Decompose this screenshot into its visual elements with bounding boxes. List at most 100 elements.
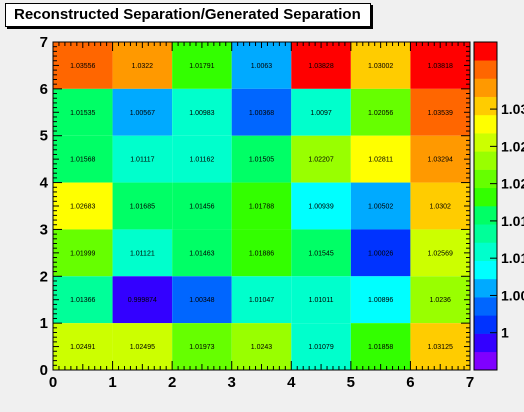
cell-value-label: 1.01505	[249, 157, 274, 164]
heatmap-cell	[112, 182, 173, 230]
cell-value-label: 1.01366	[70, 297, 95, 304]
heatmap-cell	[350, 42, 411, 89]
heatmap-cell	[231, 182, 292, 230]
heatmap-cell	[53, 42, 113, 89]
heatmap-cell	[291, 42, 351, 89]
colorbar-segment	[474, 206, 497, 225]
cell-value-label: 1.01456	[189, 204, 214, 211]
cell-value-label: 1.0302	[430, 204, 452, 211]
heatmap-cell	[172, 135, 232, 183]
heatmap-cell	[53, 276, 113, 324]
heatmap-cell	[231, 276, 292, 324]
cell-value-label: 1.01047	[249, 297, 274, 304]
heatmap-cell	[291, 182, 351, 230]
x-tick-label: 5	[347, 374, 355, 391]
heatmap-cell	[172, 323, 232, 370]
heatmap-cell	[231, 88, 292, 136]
heatmap-cell	[172, 42, 232, 89]
colorbar-segment	[474, 60, 497, 79]
cell-value-label: 1.01886	[249, 250, 274, 257]
colorbar-tick-label: 1.02	[501, 176, 524, 192]
y-tick-label: 2	[40, 268, 48, 285]
cell-value-label: 0.999874	[128, 297, 157, 304]
x-tick-label: 0	[49, 374, 57, 391]
cell-value-label: 1.03125	[428, 344, 453, 351]
cell-value-label: 1.02811	[368, 157, 393, 164]
colorbar-segment	[474, 169, 497, 189]
cell-value-label: 1.0236	[430, 297, 452, 304]
cell-value-label: 1.02683	[70, 204, 95, 211]
colorbar-segment	[474, 242, 497, 261]
heatmap-cell	[53, 323, 113, 370]
heatmap-cell	[350, 88, 411, 136]
colorbar-segment	[474, 78, 497, 97]
colorbar-segment	[474, 260, 497, 280]
heatmap-cell	[291, 229, 351, 277]
cell-value-label: 1.02569	[428, 250, 453, 257]
cell-value-label: 1.03818	[428, 63, 453, 70]
heatmap-cell	[112, 88, 173, 136]
heatmap-cell	[350, 276, 411, 324]
cell-value-label: 1.01535	[70, 110, 95, 117]
cell-value-label: 1.01858	[368, 344, 393, 351]
heatmap-cell	[53, 229, 113, 277]
colorbar-tick-label: 1.005	[501, 287, 524, 303]
heatmap-cell	[112, 229, 173, 277]
colorbar-segment	[474, 333, 497, 353]
heatmap-cell	[350, 229, 411, 277]
cell-value-label: 1.03294	[428, 157, 453, 164]
heatmap-cell	[410, 276, 470, 324]
cell-value-label: 1.02207	[308, 157, 333, 164]
heatmap-cell	[291, 323, 351, 370]
heatmap-cell	[112, 135, 173, 183]
cell-value-label: 1.00026	[368, 250, 393, 257]
y-tick-label: 1	[40, 315, 48, 332]
y-tick-label: 3	[40, 221, 48, 238]
cell-value-label: 1.0322	[132, 63, 154, 70]
cell-value-label: 1.01791	[189, 63, 214, 70]
heatmap-cell	[410, 135, 470, 183]
chart-title: Reconstructed Separation/Generated Separ…	[5, 3, 371, 27]
cell-value-label: 1.02056	[368, 110, 393, 117]
colorbar-segment	[474, 151, 497, 170]
colorbar-tick-label: 1.01	[501, 250, 524, 266]
cell-value-label: 1.00502	[368, 204, 393, 211]
cell-value-label: 1.01999	[70, 250, 95, 257]
heatmap-cell	[112, 276, 173, 324]
cell-value-label: 1.00368	[249, 110, 274, 117]
cell-value-label: 1.01788	[249, 204, 274, 211]
heatmap-cell	[410, 323, 470, 370]
cell-value-label: 1.00348	[189, 297, 214, 304]
cell-value-label: 1.01079	[308, 344, 333, 351]
colorbar-segment	[474, 187, 497, 207]
cell-value-label: 1.01117	[130, 157, 154, 164]
cell-value-label: 1.00939	[308, 204, 333, 211]
cell-value-label: 1.01011	[309, 297, 334, 304]
heatmap-cell	[172, 229, 232, 277]
x-tick-label: 3	[228, 374, 236, 391]
x-tick-label: 7	[466, 374, 474, 391]
heatmap-cell	[231, 42, 292, 89]
cell-value-label: 1.02491	[70, 344, 95, 351]
cell-value-label: 1.0097	[310, 110, 332, 117]
cell-value-label: 1.0063	[251, 63, 273, 70]
y-tick-label: 6	[40, 81, 48, 98]
colorbar-segment	[474, 315, 497, 334]
colorbar-frame	[473, 41, 498, 371]
heatmap-cell	[291, 88, 351, 136]
colorbar-segment	[474, 278, 497, 298]
cell-value-label: 1.01162	[190, 157, 215, 164]
cell-value-label: 1.03539	[428, 110, 453, 117]
cell-value-label: 1.01568	[70, 157, 95, 164]
cell-value-label: 1.0243	[251, 344, 273, 351]
heatmap-cell	[112, 323, 173, 370]
heatmap-cell	[53, 182, 113, 230]
heatmap-cell	[53, 88, 113, 136]
heatmap-cell	[291, 276, 351, 324]
colorbar-segment	[474, 351, 497, 371]
cell-value-label: 1.01463	[189, 250, 214, 257]
heatmap-cell	[350, 323, 411, 370]
cell-value-label: 1.03828	[308, 63, 333, 70]
